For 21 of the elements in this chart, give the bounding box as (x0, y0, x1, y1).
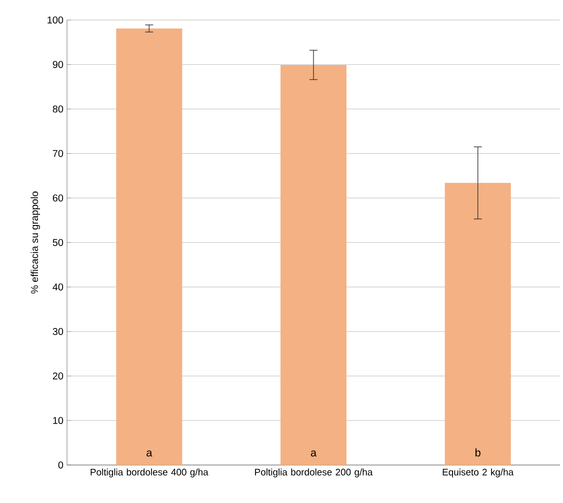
x-tick-label: Equiseto 2 kg/ha (442, 468, 514, 478)
x-tick-label: Poltiglia bordolese 400 g/ha (90, 468, 208, 478)
annotation: b (475, 448, 480, 456)
y-tick-label: 10 (53, 416, 64, 424)
y-tick-label: 80 (52, 105, 64, 113)
y-tick-label: 40 (52, 283, 64, 291)
bar (444, 182, 511, 465)
bar (116, 28, 182, 465)
bar (280, 64, 347, 465)
y-tick-label: 30 (52, 328, 64, 336)
y-tick-label: 50 (52, 238, 64, 246)
y-tick-label: 20 (52, 372, 64, 380)
x-tick-label: Poltiglia bordolese 200 g/ha (255, 468, 373, 478)
annotation: a (310, 450, 317, 456)
y-tick-label: 60 (52, 194, 64, 202)
y-tick-label: 0 (58, 461, 64, 469)
annotation: a (146, 450, 152, 456)
y-tick-label: 100 (48, 16, 64, 24)
y-tick-label: 70 (52, 150, 64, 158)
y-axis-title: % efficacia su grappolo (30, 192, 40, 294)
y-tick-label: 90 (52, 60, 64, 68)
